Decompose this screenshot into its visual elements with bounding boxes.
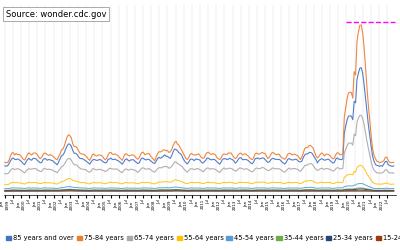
Legend: 85 years and over, 75-84 years, 65-74 years, 55-64 years, 45-54 years, 35-44 yea: 85 years and over, 75-84 years, 65-74 ye… xyxy=(4,232,400,244)
Text: Source: wonder.cdc.gov: Source: wonder.cdc.gov xyxy=(6,10,106,19)
